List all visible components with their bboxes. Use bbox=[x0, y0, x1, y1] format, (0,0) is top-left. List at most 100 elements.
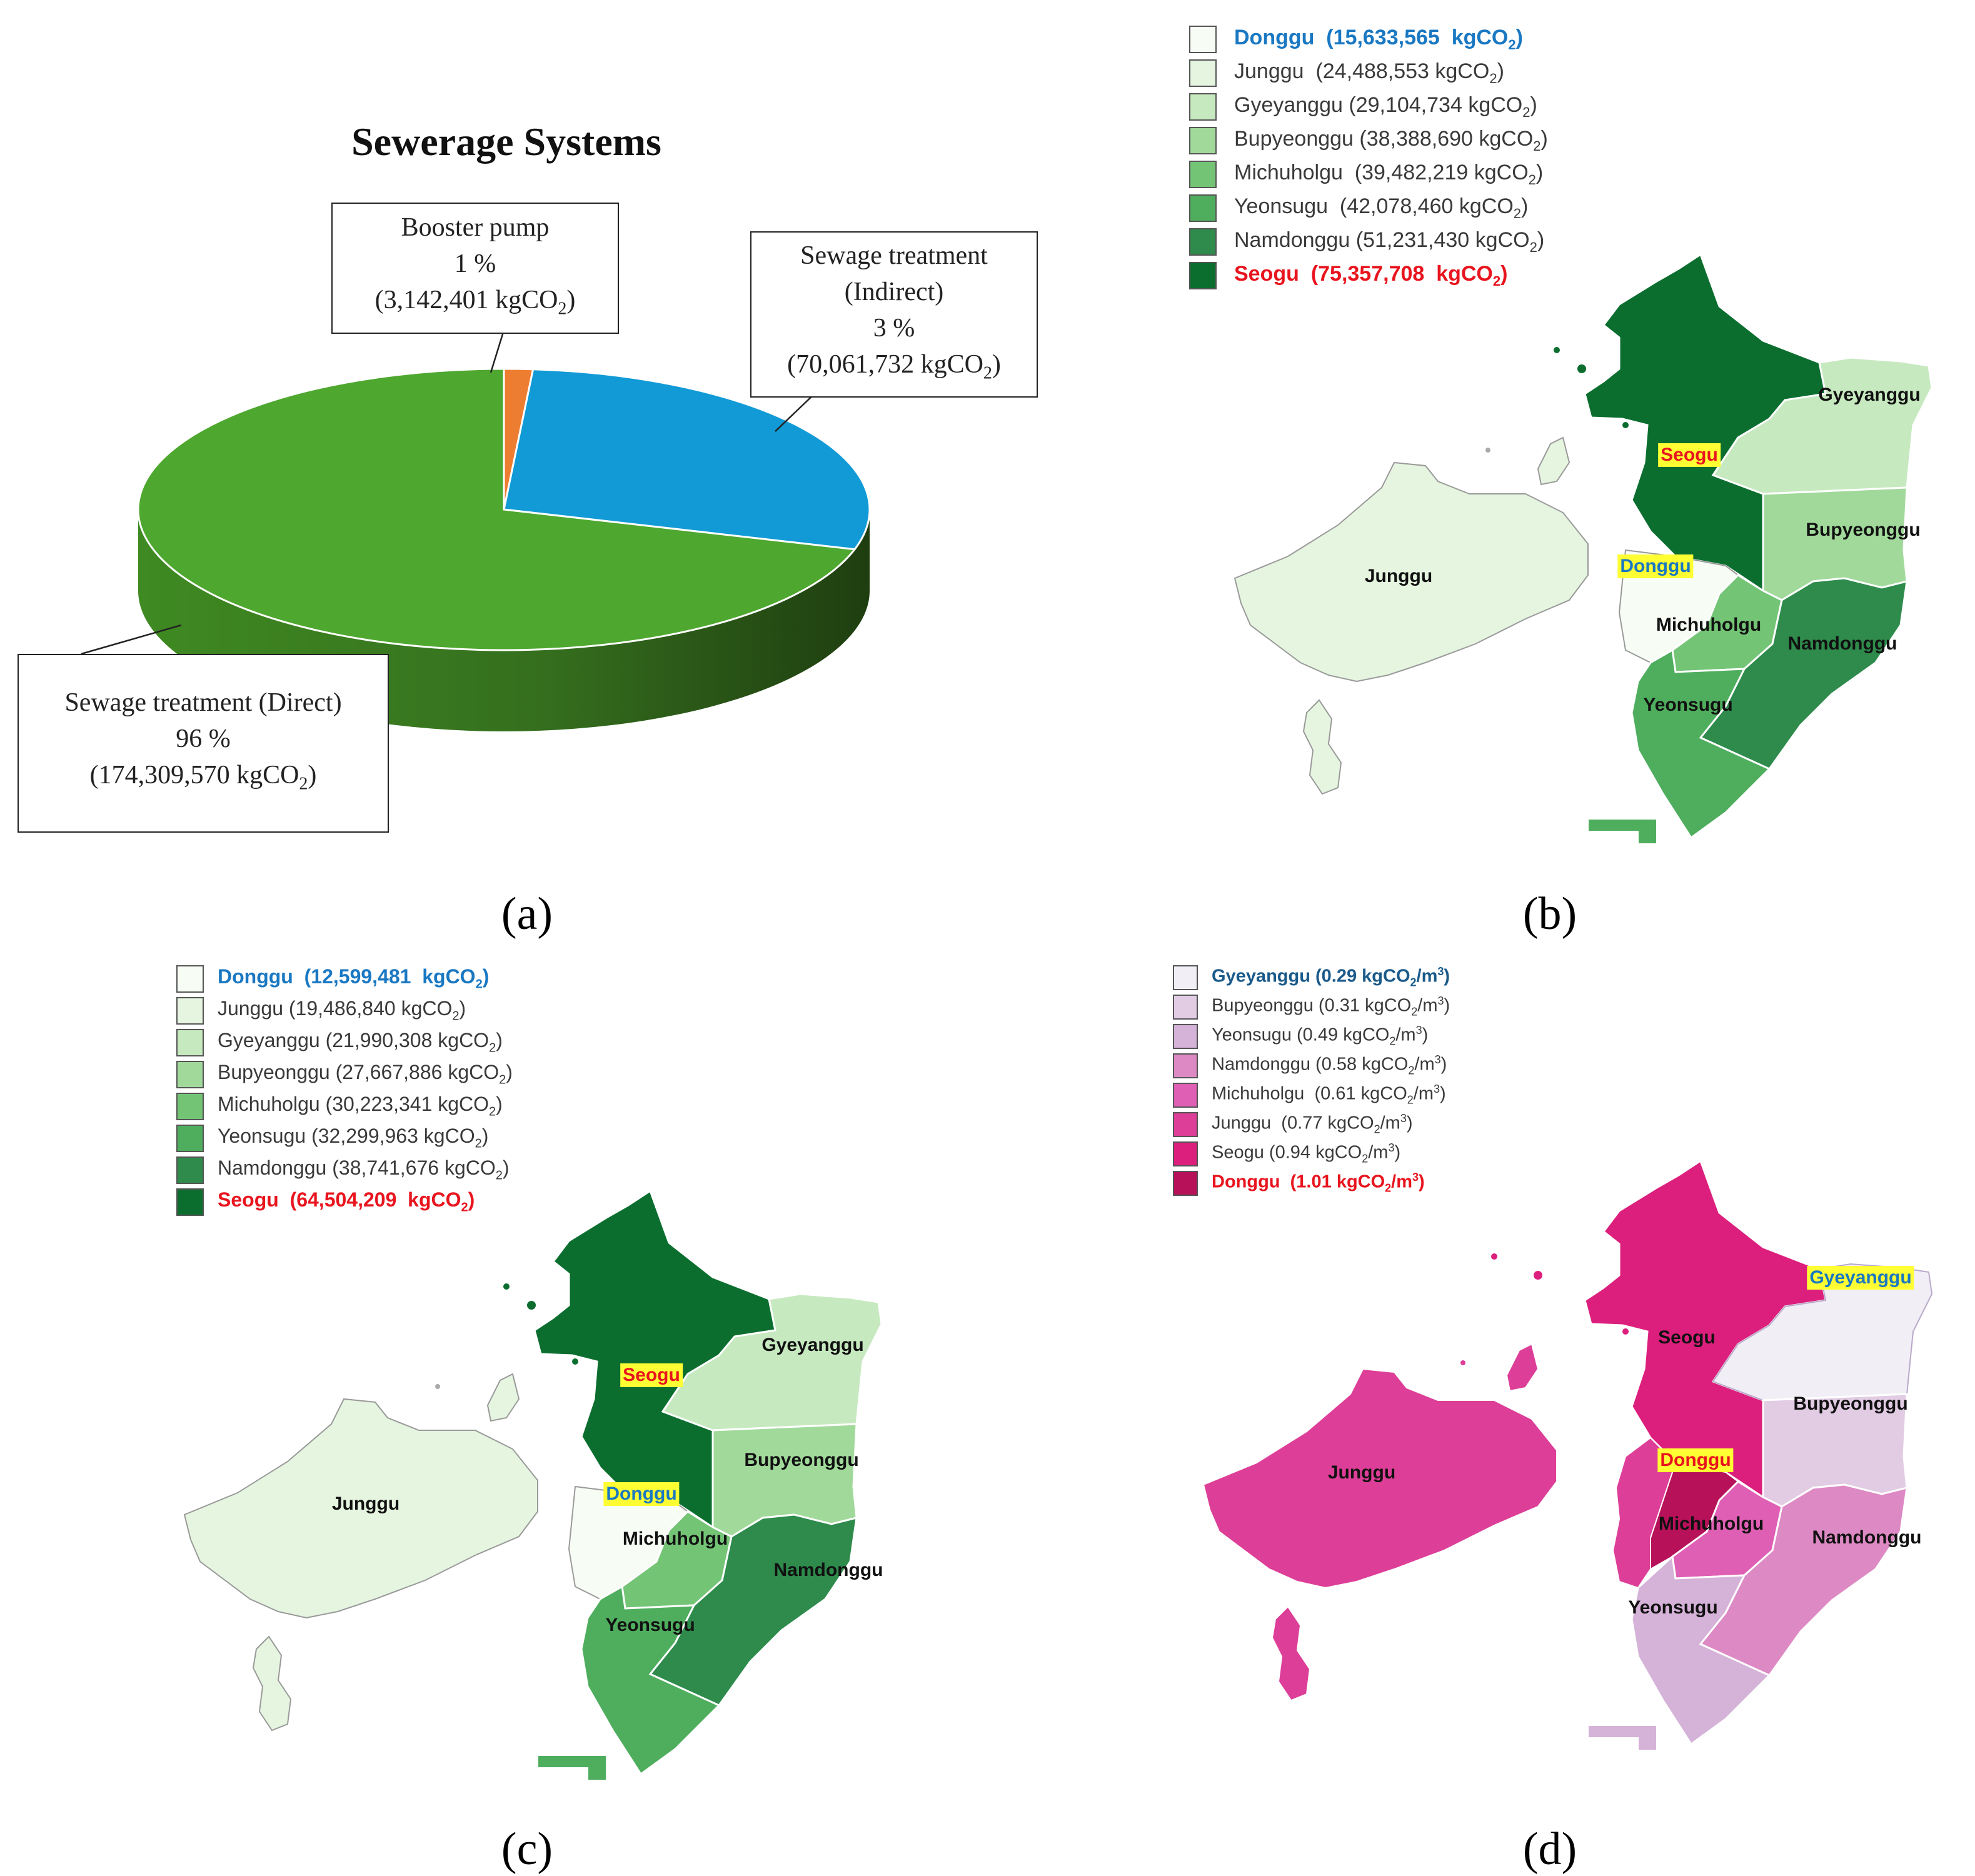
legend-b-swatch bbox=[1189, 262, 1217, 289]
callout-booster-value: (3,142,401 kgCO2) bbox=[374, 285, 576, 319]
region-c-islet-1 bbox=[503, 1283, 510, 1290]
region-b-islet-2 bbox=[1577, 364, 1586, 373]
legend-d-swatch bbox=[1173, 1082, 1198, 1108]
region-c-junggu-south-island bbox=[252, 1635, 292, 1732]
map-b-label-bupyeonggu: Bupyeonggu bbox=[1806, 519, 1921, 540]
legend-d-label: Junggu (0.77 kgCO2/m3) bbox=[1212, 1112, 1413, 1136]
region-c-yeonsugu-pier bbox=[537, 1755, 607, 1781]
legend-b-label: Bupyeonggu (38,388,690 kgCO2) bbox=[1234, 127, 1548, 154]
legend-c-label: Yeonsugu (32,299,963 kgCO2) bbox=[218, 1125, 489, 1151]
region-c-junggu-north-island bbox=[486, 1373, 520, 1422]
legend-d-label: Seogu (0.94 kgCO2/m3) bbox=[1212, 1141, 1401, 1165]
legend-b-row: Yeonsugu (42,078,460 kgCO2) bbox=[1189, 191, 1548, 225]
legend-d-label: Michuholgu (0.61 kgCO2/m3) bbox=[1212, 1083, 1446, 1106]
map-d-label-namdonggu: Namdonggu bbox=[1812, 1527, 1922, 1548]
legend-c-label: Namdonggu (38,741,676 kgCO2) bbox=[218, 1156, 510, 1183]
panel-a-pie-chart: Sewerage Systems Booster pump 1 % (3,142… bbox=[0, 0, 1038, 940]
map-d-label-junggu: Junggu bbox=[1327, 1462, 1396, 1483]
legend-d-swatch bbox=[1173, 1053, 1198, 1078]
legend-b-row: Seogu (75,357,708 kgCO2) bbox=[1189, 259, 1548, 293]
legend-c-swatch bbox=[176, 965, 204, 993]
callout-booster-pump: Booster pump 1 % (3,142,401 kgCO2) bbox=[331, 203, 619, 334]
map-b-label-yeonsugu: Yeonsugu bbox=[1643, 695, 1733, 715]
region-c-gyeyanggu bbox=[661, 1293, 883, 1432]
callout-direct-percent: 96 % bbox=[176, 724, 231, 753]
map-d-label-bupyeonggu: Bupyeonggu bbox=[1793, 1393, 1908, 1414]
map-c-label-donggu: Donggu bbox=[603, 1482, 680, 1506]
legend-c-label: Junggu (19,486,840 kgCO2) bbox=[218, 997, 466, 1023]
legend-b-row: Junggu (24,488,553 kgCO2) bbox=[1189, 56, 1548, 90]
map-c-svg bbox=[183, 1189, 883, 1781]
legend-c-row: Yeonsugu (32,299,963 kgCO2) bbox=[176, 1122, 513, 1154]
legend-b-swatch bbox=[1189, 26, 1217, 53]
legend-b-row: Gyeyanggu (29,104,734 kgCO2) bbox=[1189, 90, 1548, 124]
legend-b-row: Michuholgu (39,482,219 kgCO2) bbox=[1189, 158, 1548, 191]
legend-d-row: Seogu (0.94 kgCO2/m3) bbox=[1173, 1139, 1450, 1168]
legend-c-row: Gyeyanggu (21,990,308 kgCO2) bbox=[176, 1026, 513, 1058]
legend-c-label: Seogu (64,504,209 kgCO2) bbox=[218, 1188, 475, 1215]
region-b-yeonsugu bbox=[1631, 648, 1771, 840]
legend-d-swatch bbox=[1173, 965, 1198, 990]
map-d-label-michuholgu: Michuholgu bbox=[1658, 1513, 1764, 1534]
callout-indirect-percent: 3 % bbox=[873, 313, 915, 343]
panel-d-map: Gyeyanggu (0.29 kgCO2/m3) Bupyeonggu (0.… bbox=[988, 938, 1975, 1875]
panel-c-map: Donggu (12,599,481 kgCO2) Junggu (19,486… bbox=[0, 938, 988, 1875]
map-d-label-yeonsugu: Yeonsugu bbox=[1628, 1597, 1718, 1618]
region-b-junggu-north-island bbox=[1537, 436, 1570, 486]
legend-b-row: Donggu (15,633,565 kgCO2) bbox=[1189, 23, 1548, 56]
legend-c-label: Michuholgu (30,223,341 kgCO2) bbox=[218, 1093, 503, 1119]
map-b-label-donggu: Donggu bbox=[1617, 554, 1694, 578]
panel-c-letter: (c) bbox=[501, 1823, 553, 1875]
legend-b-label: Gyeyanggu (29,104,734 kgCO2) bbox=[1234, 93, 1537, 120]
region-d-islet-3 bbox=[1622, 1328, 1629, 1335]
legend-d-row: Michuholgu (0.61 kgCO2/m3) bbox=[1173, 1080, 1450, 1110]
region-d-junggu bbox=[1202, 1368, 1557, 1589]
map-c-label-junggu: Junggu bbox=[331, 1493, 400, 1514]
region-c-junggu bbox=[183, 1398, 538, 1619]
callout-booster-percent: 1 % bbox=[454, 249, 496, 278]
legend-c-swatch bbox=[176, 1028, 204, 1056]
map-c-label-gyeyanggu: Gyeyanggu bbox=[761, 1335, 864, 1355]
callout-pointer-booster bbox=[490, 329, 505, 373]
legend-b-label: Yeonsugu (42,078,460 kgCO2) bbox=[1234, 194, 1529, 221]
callout-indirect-value: (70,061,732 kgCO2) bbox=[787, 349, 1001, 383]
callout-direct-value: (174,309,570 kgCO2) bbox=[89, 760, 317, 794]
legend-b: Donggu (15,633,565 kgCO2) Junggu (24,488… bbox=[1189, 23, 1548, 293]
map-c-label-bupyeonggu: Bupyeonggu bbox=[744, 1450, 859, 1470]
legend-b-swatch bbox=[1189, 93, 1217, 121]
map-c-label-namdonggu: Namdonggu bbox=[773, 1560, 883, 1580]
pie-slice-sewage-treatment-indirect bbox=[503, 368, 871, 551]
legend-c-row: Bupyeonggu (27,667,886 kgCO2) bbox=[176, 1058, 513, 1090]
region-b-yeonsugu-pier bbox=[1587, 818, 1657, 845]
region-b-islet-3 bbox=[1622, 422, 1629, 428]
pie-slice-sewage-treatment-direct bbox=[137, 368, 857, 651]
region-d-junggu-north-island bbox=[1505, 1343, 1539, 1392]
legend-d-label: Namdonggu (0.58 kgCO2/m3) bbox=[1212, 1053, 1447, 1077]
map-b-label-michuholgu: Michuholgu bbox=[1656, 614, 1762, 635]
legend-d-swatch bbox=[1173, 1141, 1198, 1166]
legend-c-swatch bbox=[176, 1092, 204, 1120]
legend-d-row: Bupyeonggu (0.31 kgCO2/m3) bbox=[1173, 992, 1450, 1021]
legend-c-swatch bbox=[176, 1156, 204, 1184]
legend-c-label: Donggu (12,599,481 kgCO2) bbox=[218, 965, 490, 991]
region-b-islet-1 bbox=[1554, 347, 1560, 353]
legend-c-swatch bbox=[176, 1124, 204, 1152]
pie-chart-title: Sewerage Systems bbox=[351, 119, 661, 164]
legend-c: Donggu (12,599,481 kgCO2) Junggu (19,486… bbox=[176, 963, 513, 1218]
legend-b-label: Namdonggu (51,231,430 kgCO2) bbox=[1234, 228, 1545, 255]
callout-direct-label: Sewage treatment (Direct) bbox=[64, 688, 342, 717]
region-d-yeonsugu bbox=[1631, 1554, 1771, 1746]
region-c-islet-2 bbox=[527, 1301, 536, 1310]
map-b-label-gyeyanggu: Gyeyanggu bbox=[1818, 384, 1921, 405]
callout-pointer-direct bbox=[81, 624, 182, 655]
legend-c-swatch bbox=[176, 1060, 204, 1088]
panel-a-letter: (a) bbox=[501, 888, 553, 940]
map-d-label-seogu: Seogu bbox=[1658, 1327, 1716, 1348]
map-d-label-donggu: Donggu bbox=[1657, 1448, 1734, 1472]
legend-d-row: Namdonggu (0.58 kgCO2/m3) bbox=[1173, 1051, 1450, 1080]
legend-b-label: Seogu (75,357,708 kgCO2) bbox=[1234, 262, 1508, 289]
legend-d-swatch bbox=[1173, 1170, 1198, 1196]
region-b-junggu-south-island bbox=[1302, 699, 1342, 795]
legend-c-swatch bbox=[176, 1188, 204, 1216]
callout-booster-label: Booster pump bbox=[401, 213, 550, 242]
